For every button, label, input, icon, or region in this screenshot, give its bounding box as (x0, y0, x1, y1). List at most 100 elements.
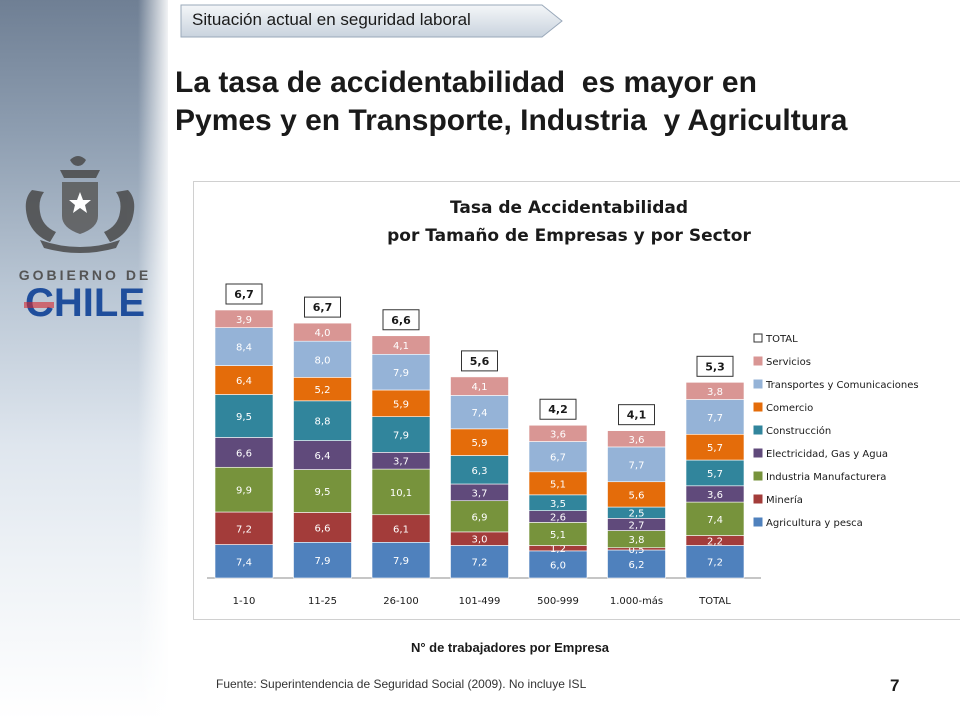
data-label: 3,9 (236, 315, 252, 326)
data-label: 5,1 (550, 530, 566, 541)
chart-title: Tasa de Accidentabilidad (450, 198, 688, 218)
bar-segment (685, 545, 745, 579)
data-label: 2,7 (629, 520, 645, 531)
bar-segment (607, 549, 666, 579)
data-label: 3,0 (472, 535, 488, 546)
total-label: 6,7 (234, 288, 254, 301)
data-label: 3,5 (550, 499, 566, 510)
x-tick-label: 500-999 (537, 596, 579, 607)
bar-segment (450, 376, 509, 396)
data-label: 5,9 (393, 399, 409, 410)
bar-segment (528, 424, 588, 442)
data-label: 5,7 (707, 469, 723, 480)
bar-segment (214, 466, 274, 513)
bar-segment (214, 544, 274, 579)
legend-label: Comercio (766, 403, 813, 414)
data-label: 6,1 (393, 525, 409, 536)
bar-segment (371, 389, 431, 417)
bar-segment (293, 322, 352, 342)
bar-segment (293, 469, 352, 513)
data-label: 3,6 (629, 435, 645, 446)
total-box (461, 350, 498, 372)
bar-segment (293, 340, 352, 378)
data-label: 7,2 (707, 558, 723, 569)
data-label: 2,5 (629, 509, 645, 520)
data-label: 3,7 (393, 457, 409, 468)
data-label: 8,8 (315, 417, 331, 428)
bar-segment (371, 353, 431, 391)
bar-segment (607, 446, 666, 483)
bar-segment (528, 550, 588, 579)
bar-segment (528, 441, 588, 473)
data-label: 6,9 (472, 512, 488, 523)
source-note: Fuente: Superintendencia de Seguridad So… (216, 677, 587, 691)
total-label: 6,6 (391, 314, 411, 327)
data-label: 4,1 (393, 341, 409, 352)
data-label: 8,4 (236, 343, 252, 354)
data-label: 6,4 (236, 376, 252, 387)
legend-swatch (753, 517, 763, 527)
legend-label: TOTAL (765, 334, 798, 345)
data-label: 0,5 (629, 545, 645, 556)
legend-swatch (753, 402, 763, 412)
data-label: 7,9 (393, 431, 409, 442)
total-label: 6,7 (313, 301, 333, 314)
total-box (696, 355, 734, 377)
bar-segment (450, 395, 509, 430)
data-label: 3,7 (472, 488, 488, 499)
bar-segment (607, 430, 666, 448)
total-box (539, 398, 577, 420)
bar-segment (450, 455, 509, 485)
total-label: 4,2 (548, 403, 568, 416)
data-label: 5,9 (472, 438, 488, 449)
data-label: 6,2 (629, 560, 645, 571)
data-label: 3,8 (629, 535, 645, 546)
section-tab-label: Situación actual en seguridad laboral (192, 10, 471, 29)
bar-segment (685, 459, 745, 487)
bar-segment (450, 428, 509, 456)
data-label: 7,7 (707, 413, 723, 424)
legend-swatch (753, 471, 763, 481)
data-label: 6,4 (315, 451, 331, 462)
bar-segment (371, 541, 431, 579)
total-box (382, 309, 420, 331)
data-label: 7,2 (236, 524, 252, 535)
data-label: 7,2 (472, 558, 488, 569)
sidebar-background (0, 0, 168, 720)
x-tick-label: TOTAL (698, 596, 731, 607)
bar-segment (371, 514, 431, 543)
chart-subtitle: por Tamaño de Empresas y por Sector (387, 226, 751, 246)
legend-label: Servicios (766, 357, 811, 368)
x-tick-label: 1.000-más (610, 595, 663, 607)
legend-label: Transportes y Comunicaciones (765, 380, 919, 391)
data-label: 9,9 (236, 486, 252, 497)
data-label: 6,3 (472, 466, 488, 477)
legend-label: Electricidad, Gas y Agua (766, 449, 888, 460)
legend-label: Industria Manufacturera (766, 472, 886, 483)
bar-segment (214, 394, 274, 438)
total-box (304, 296, 341, 318)
legend-label: Minería (766, 494, 803, 506)
data-label: 5,6 (629, 490, 645, 501)
data-label: 6,0 (550, 560, 566, 571)
data-label: 4,1 (472, 382, 488, 393)
data-label: 2,2 (707, 536, 723, 547)
legend-label: Agricultura y pesca (766, 518, 863, 529)
legend-swatch (753, 425, 763, 435)
data-label: 7,4 (236, 557, 252, 568)
bar-segment (214, 309, 274, 328)
bar-segment (293, 512, 352, 543)
data-label: 4,0 (315, 328, 331, 339)
bar-segment (685, 382, 745, 400)
data-label: 6,7 (550, 453, 566, 464)
total-box (618, 404, 655, 426)
bar-segment (293, 541, 352, 579)
legend-swatch (753, 494, 763, 504)
page-number: 7 (890, 676, 900, 695)
data-label: 7,7 (629, 460, 645, 471)
data-label: 3,8 (707, 387, 723, 398)
data-label: 1,2 (550, 544, 566, 555)
page-title-line1: La tasa de accidentabilidad es mayor en (175, 66, 757, 99)
bar-segment (293, 400, 352, 441)
total-label: 5,3 (705, 360, 725, 373)
